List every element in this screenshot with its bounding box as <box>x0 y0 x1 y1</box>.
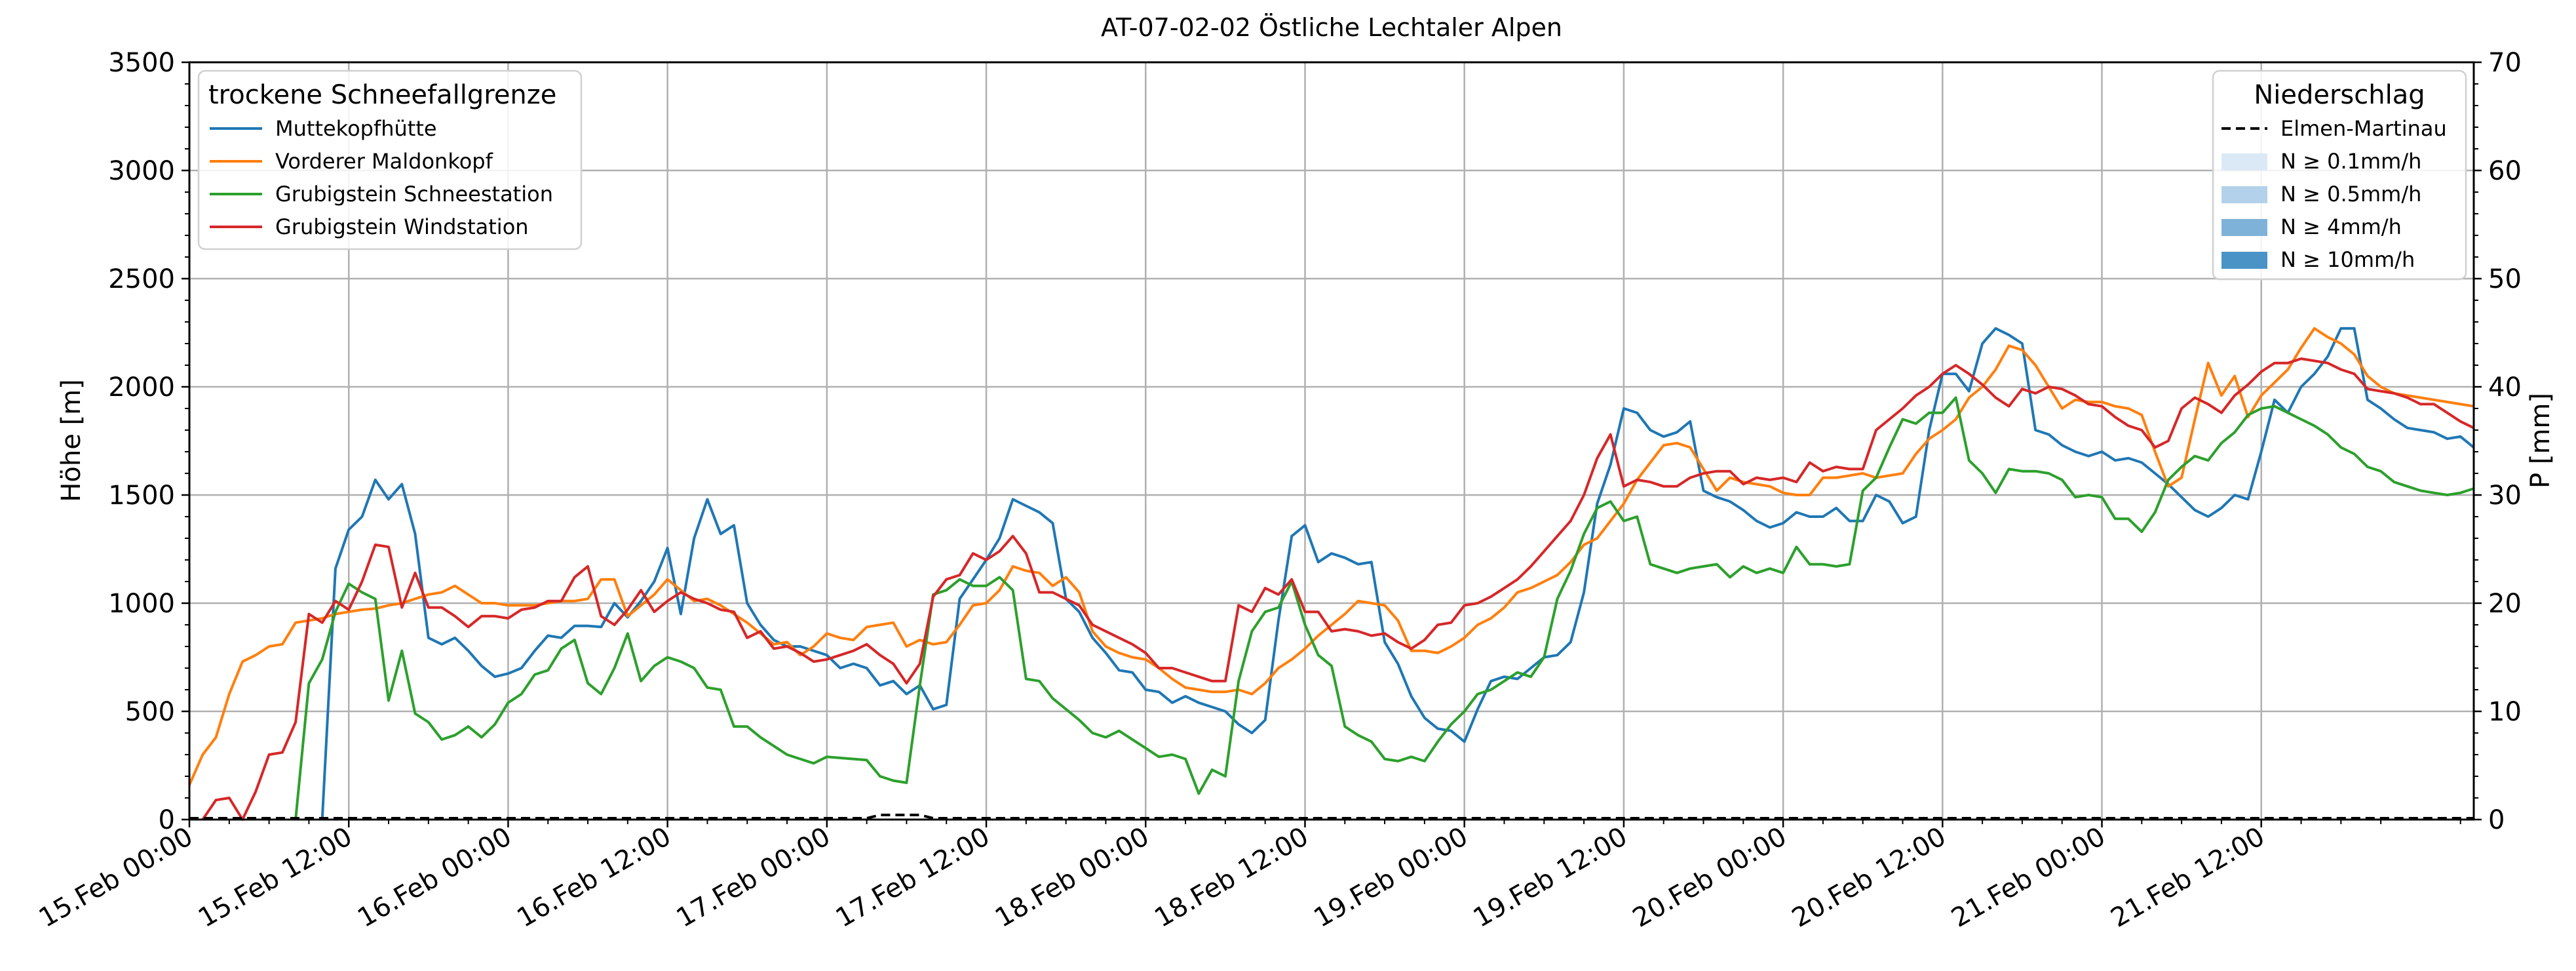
legend-label: N ≥ 10mm/h <box>2280 247 2415 272</box>
y-tick-label-left: 1000 <box>108 589 175 619</box>
legend-swatch <box>2221 252 2267 269</box>
x-tick-label: 16.Feb 12:00 <box>512 822 676 934</box>
x-tick-label: 19.Feb 12:00 <box>1469 822 1632 934</box>
y-axis-label-left: Höhe [m] <box>56 379 87 502</box>
legend-label: Grubigstein Windstation <box>275 214 529 239</box>
x-tick-label: 15.Feb 12:00 <box>193 822 357 934</box>
plot-frame <box>188 61 2475 821</box>
x-tick-label: 19.Feb 00:00 <box>1309 822 1472 934</box>
y-tick-label-right: 50 <box>2488 264 2522 294</box>
y-tick-label-right: 0 <box>2488 805 2505 835</box>
x-tick-label: 17.Feb 00:00 <box>672 822 836 934</box>
y-tick-label-left: 0 <box>159 805 175 835</box>
legend-label: Muttekopfhütte <box>275 116 437 141</box>
legend-precip-box <box>2212 69 2467 281</box>
precip-line <box>189 814 2474 820</box>
legend-label: Elmen-Martinau <box>2280 116 2447 141</box>
series-line <box>320 327 2475 820</box>
legend-label: N ≥ 0.5mm/h <box>2280 182 2421 207</box>
series-line <box>188 327 2474 786</box>
y-tick-label-right: 70 <box>2488 48 2522 78</box>
y-tick-label-left: 500 <box>125 697 175 727</box>
y-axis-label-right: P [mm] <box>2526 393 2556 488</box>
legend-swatch <box>2221 219 2267 236</box>
legend-main-title: trockene Schneefallgrenze <box>208 80 556 110</box>
series-lines <box>188 327 2475 821</box>
y-tick-label-left: 3500 <box>108 48 175 78</box>
y-tick-label-left: 1500 <box>108 481 175 511</box>
legend-label: Vorderer Maldonkopf <box>275 149 493 174</box>
legend-label: Grubigstein Schneestation <box>275 182 553 207</box>
y-tick-label-left: 3000 <box>108 156 175 186</box>
legend-swatch <box>2221 153 2267 170</box>
x-tick-label: 20.Feb 00:00 <box>1628 822 1792 934</box>
x-tick-label: 18.Feb 12:00 <box>1149 822 1313 934</box>
x-tick-label: 17.Feb 12:00 <box>831 822 995 934</box>
legend-precip-title: Niederschlag <box>2254 80 2425 110</box>
y-tick-label-right: 60 <box>2488 156 2522 186</box>
x-tick-label: 21.Feb 00:00 <box>1946 822 2110 934</box>
x-tick-label: 15.Feb 00:00 <box>34 822 198 934</box>
y-tick-label-left: 2500 <box>108 264 175 294</box>
legend-precip: Niederschlag Elmen-Martinau N ≥ 0.1mm/h N … <box>2212 69 2467 281</box>
x-tick-label: 16.Feb 00:00 <box>353 822 516 934</box>
x-tick-label: 21.Feb 12:00 <box>2105 822 2269 934</box>
y-tick-label-right: 30 <box>2488 481 2522 511</box>
series-line <box>294 396 2474 820</box>
legend-label: N ≥ 4mm/h <box>2280 214 2402 239</box>
series-line <box>201 357 2474 821</box>
y-tick-label-right: 20 <box>2488 589 2522 619</box>
legend-label: N ≥ 0.1mm/h <box>2280 149 2421 174</box>
x-tick-label: 18.Feb 00:00 <box>990 822 1154 934</box>
grid <box>188 61 2474 821</box>
legend-swatch <box>2221 186 2267 203</box>
chart-title: AT-07-02-02 Östliche Lechtaler Alpen <box>1101 13 1562 42</box>
y-tick-label-right: 40 <box>2488 372 2522 403</box>
y-tick-label-right: 10 <box>2488 697 2522 727</box>
legend-main-box <box>197 69 583 250</box>
legend-main: trockene Schneefallgrenze Muttekopfhütte… <box>197 69 583 250</box>
x-tick-label: 20.Feb 12:00 <box>1787 822 1951 934</box>
y-tick-label-left: 2000 <box>108 372 175 403</box>
